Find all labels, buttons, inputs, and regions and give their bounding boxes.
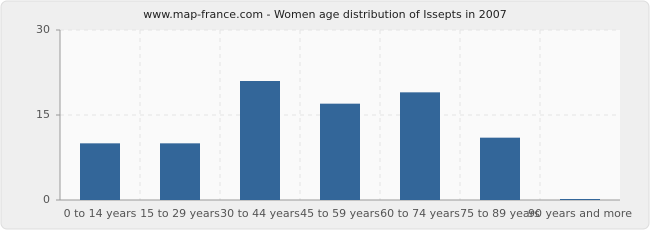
bar bbox=[400, 92, 440, 200]
y-tick-label: 15 bbox=[36, 108, 50, 121]
x-tick-label: 30 to 44 years bbox=[220, 207, 300, 220]
x-tick-label: 75 to 89 years bbox=[460, 207, 540, 220]
bar bbox=[480, 137, 520, 200]
bar bbox=[320, 103, 360, 200]
x-tick-label: 0 to 14 years bbox=[64, 207, 137, 220]
bar bbox=[80, 143, 120, 200]
bar bbox=[240, 81, 280, 200]
x-tick-label: 15 to 29 years bbox=[140, 207, 220, 220]
y-tick-label: 30 bbox=[36, 23, 50, 36]
chart: www.map-france.com - Women age distribut… bbox=[0, 0, 650, 230]
x-tick-label: 60 to 74 years bbox=[380, 207, 460, 220]
bar bbox=[560, 199, 600, 200]
bar bbox=[160, 143, 200, 200]
x-tick-label: 90 years and more bbox=[528, 207, 632, 220]
y-tick-label: 0 bbox=[43, 193, 50, 206]
x-tick-label: 45 to 59 years bbox=[300, 207, 380, 220]
chart-title: www.map-france.com - Women age distribut… bbox=[143, 8, 506, 21]
